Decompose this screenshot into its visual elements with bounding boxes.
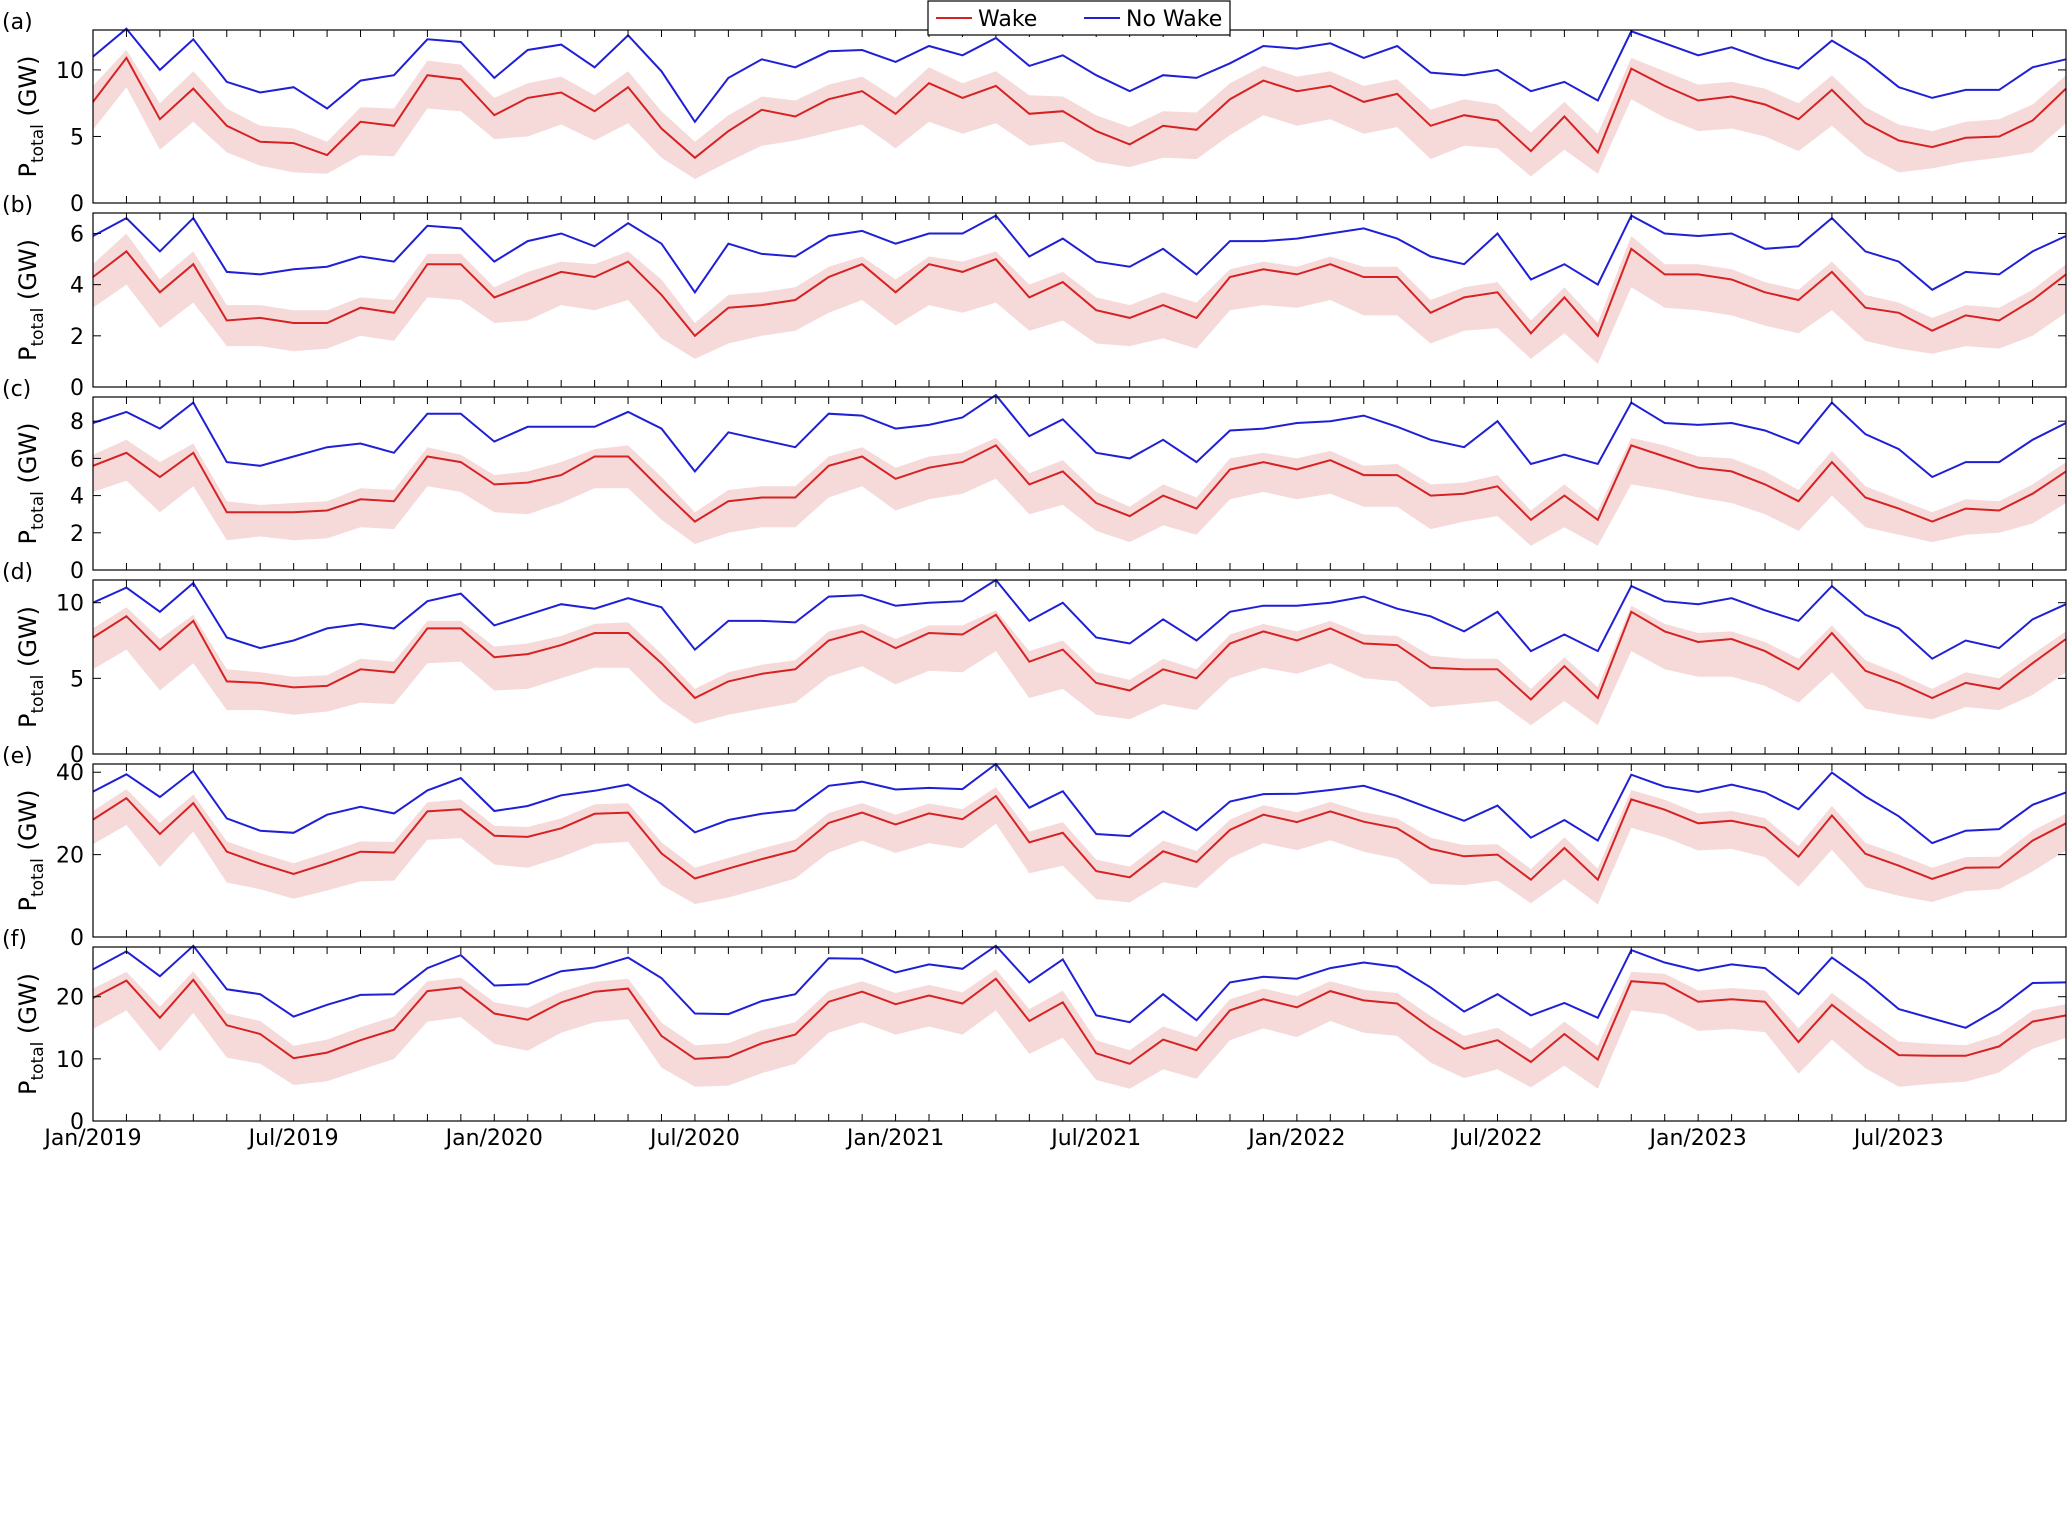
panels: 0 5 10 (a) Ptotal (GW) 0 2 4 6 (b) Ptotal (GW) 0 2 4 6… [2,10,2067,1135]
y-tick-label: 2 [70,522,84,547]
wake-line [92,247,2067,338]
y-tick-label: 40 [56,761,84,786]
y-axis-label: Ptotal (GW) [14,606,48,728]
y-tick-label: 10 [56,592,84,617]
x-axis-labels: Jan/2019 Jul/2019 Jan/2020 Jul/2020 Jan/2021… [42,1126,1943,1151]
x-tick-label: Jan/2023 [1647,1126,1746,1151]
y-tick-label: 2 [70,325,84,350]
x-tick-label: Jan/2019 [42,1126,141,1151]
axes-frame [92,579,2067,755]
legend-nowake-label: No Wake [1126,7,1222,32]
panel-b: 0 2 4 6 (b) Ptotal (GW) [2,193,2067,401]
wake-line [92,56,2067,160]
panel-label: (b) [2,193,33,218]
y-tick-label: 0 [70,1110,84,1135]
x-tick-label: Jul/2019 [247,1126,339,1151]
x-tick-label: Jan/2022 [1246,1126,1345,1151]
x-tick-label: Jul/2020 [648,1126,740,1151]
y-tick-label: 10 [56,59,84,84]
y-axis-label: Ptotal (GW) [14,55,48,177]
panel-d: 0 5 10 (d) Ptotal (GW) [2,560,2067,768]
legend-box [927,0,1231,36]
panel-f: 0 10 20 (f) Ptotal (GW) [2,927,2067,1135]
axes-frame [92,946,2067,1122]
y-tick-label: 6 [70,222,84,247]
panel-label: (a) [2,10,33,35]
legend-wake-label: Wake [978,7,1037,32]
y-tick-label: 0 [70,192,84,217]
no-wake-line [92,27,2067,124]
x-tick-label: Jul/2021 [1049,1126,1141,1151]
no-wake-line [92,762,2067,845]
y-axis-label: Ptotal (GW) [14,239,48,361]
no-wake-line [92,578,2067,660]
y-tick-label: 10 [56,1048,84,1073]
y-tick-label: 0 [70,926,84,951]
y-tick-label: 5 [70,125,84,150]
wake-uncertainty-band [93,233,2066,364]
wake-uncertainty-band [93,787,2066,905]
panel-e: 0 20 40 (e) Ptotal (GW) [2,744,2067,951]
panel-label: (c) [2,377,31,402]
y-axis-label: Ptotal (GW) [14,789,48,911]
wake-uncertainty-band [93,437,2066,546]
axes-frame [92,212,2067,388]
y-tick-label: 0 [70,743,84,768]
wake-line [92,977,2067,1065]
y-tick-label: 20 [56,986,84,1011]
panel-label: (e) [2,744,33,769]
y-tick-label: 5 [70,667,84,692]
y-tick-label: 6 [70,447,84,472]
y-tick-label: 0 [70,559,84,584]
y-tick-label: 4 [70,274,84,299]
y-axis-label: Ptotal (GW) [14,422,48,544]
x-tick-label: Jul/2023 [1852,1126,1944,1151]
panel-label: (f) [2,927,27,952]
wake-line [92,794,2067,882]
no-wake-line [92,944,2067,1029]
x-tick-label: Jan/2020 [444,1126,543,1151]
legend: Wake No Wake [927,0,1231,36]
y-tick-label: 0 [70,376,84,401]
y-tick-label: 8 [70,410,84,435]
panel-a: 0 5 10 (a) Ptotal (GW) [2,10,2067,217]
no-wake-line [92,214,2067,295]
panel-label: (d) [2,560,33,585]
wake-line [92,610,2067,701]
x-tick-label: Jul/2022 [1451,1126,1543,1151]
y-tick-label: 4 [70,485,84,510]
wake-uncertainty-band [93,50,2066,179]
x-tick-label: Jan/2021 [845,1126,944,1151]
y-axis-label: Ptotal (GW) [14,973,48,1095]
axes-frame [92,396,2067,571]
panel-c: 0 2 4 6 8 (c) Ptotal (GW) [2,377,2067,584]
no-wake-line [92,393,2067,479]
wake-line [92,444,2067,523]
y-tick-label: 20 [56,844,84,869]
axes-frame [92,763,2067,938]
